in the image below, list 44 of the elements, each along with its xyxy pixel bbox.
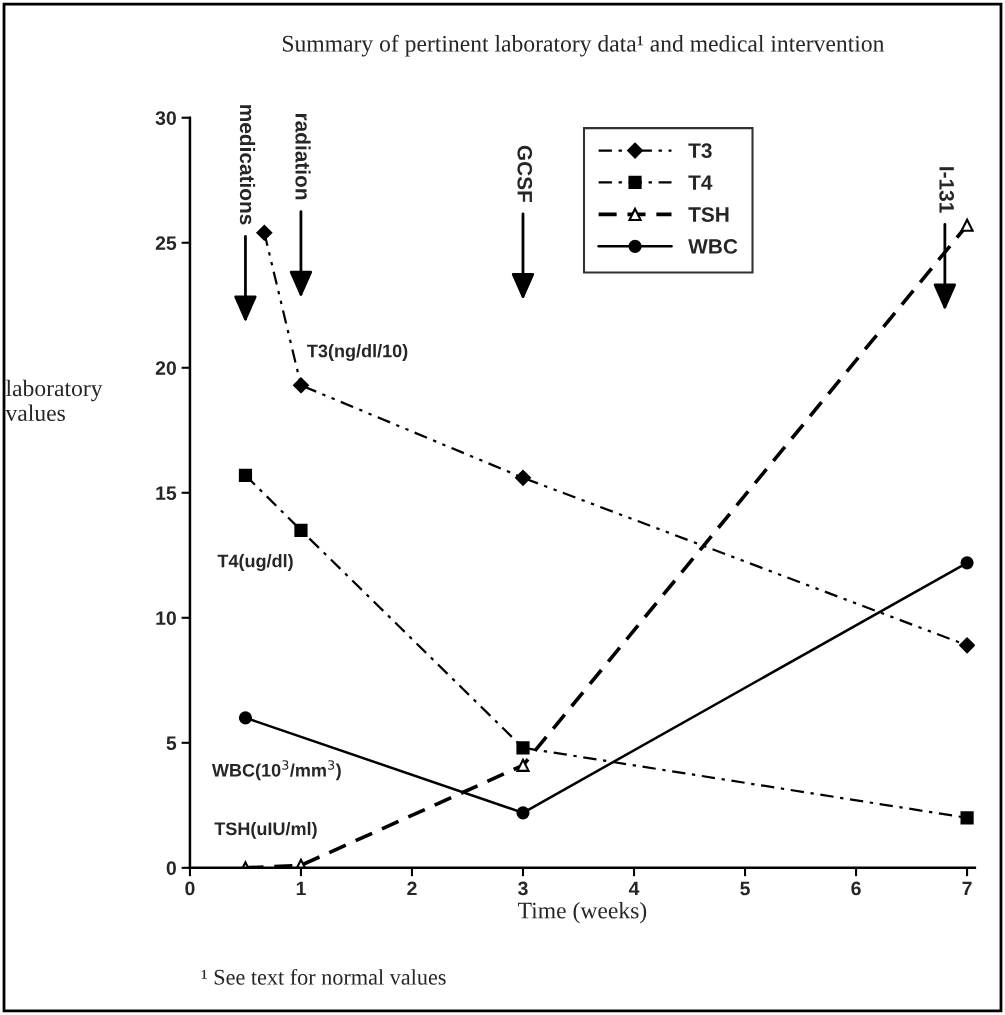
annotation: I-131 [939, 167, 955, 213]
annotation: GCSF [517, 145, 533, 203]
point [959, 637, 975, 654]
x-tick-label: 3 [518, 881, 528, 896]
point [238, 468, 253, 482]
point [960, 811, 974, 825]
x-tick-label: 6 [851, 881, 861, 896]
y-axis-title: laboratory values [5, 379, 103, 422]
point [960, 218, 974, 232]
annotation: WBC(10$^{3}$/mm$^{3}$) [211, 760, 341, 781]
x-tick-label: 1 [296, 881, 306, 896]
chart-title: Summary of pertinent laboratory data¹ and medical intervention [282, 34, 885, 57]
x-tick-label: 2 [407, 881, 417, 896]
annotation: radiation [295, 113, 311, 200]
point [516, 758, 530, 772]
x-tick-label: 4 [628, 881, 640, 896]
y-tick-label: 5 [166, 736, 177, 751]
legend-label: TSH [688, 207, 729, 222]
y-tick-label: 25 [155, 236, 177, 250]
y-tick-label: 20 [155, 361, 176, 376]
legend-label: WBC [688, 239, 738, 254]
y-tick-label: 10 [156, 611, 176, 626]
x-tick-label: 7 [962, 881, 972, 896]
annotation: TSH(uIU/ml) [214, 821, 317, 839]
text: ¹ See text for normal values [201, 968, 446, 985]
annotation: T4(ug/dl) [217, 554, 293, 571]
point [960, 556, 974, 570]
y-tick-label: 30 [155, 111, 176, 125]
x-axis-title: Time (weeks) [518, 901, 647, 924]
annotation: medications [239, 105, 256, 225]
legend-label: T4 [688, 175, 713, 190]
point [256, 224, 273, 241]
point [515, 469, 531, 486]
y-tick-label: 15 [156, 486, 177, 501]
point [516, 741, 530, 755]
legend-label: T3 [688, 143, 712, 159]
x-tick-label: 5 [740, 881, 750, 896]
point [238, 711, 253, 725]
annotation: T3(ng/dl/10) [307, 344, 408, 361]
point [293, 377, 309, 394]
x-tick-label: 0 [185, 881, 195, 896]
point [294, 523, 308, 537]
point [516, 806, 530, 820]
y-tick-label: 0 [166, 861, 176, 876]
